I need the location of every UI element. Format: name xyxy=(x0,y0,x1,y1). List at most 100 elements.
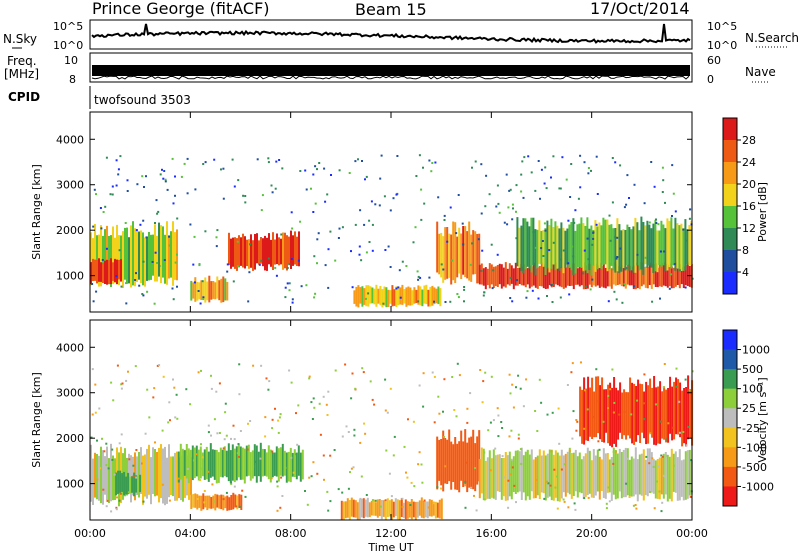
y-tick-label: 1000 xyxy=(56,478,84,491)
speckle-point xyxy=(458,374,461,377)
speckle-point xyxy=(678,269,681,272)
speckle-point xyxy=(482,380,485,383)
speckle-point xyxy=(418,451,421,454)
y-tick-label: 1000 xyxy=(56,270,84,283)
speckle-point xyxy=(361,160,363,162)
speckle-point xyxy=(590,169,592,172)
speckle-point xyxy=(222,447,225,450)
speckle-point xyxy=(574,209,577,212)
speckle-point xyxy=(237,443,240,445)
power-colorbar: 4 8 12 16 20 24 28 Power [dB] xyxy=(722,117,769,295)
speckle-point xyxy=(127,491,130,494)
speckle-point xyxy=(532,231,535,234)
speckle-point xyxy=(239,430,242,432)
speckle-point xyxy=(433,375,436,378)
speckle-point xyxy=(550,450,553,453)
speckle-point xyxy=(688,389,691,392)
speckle-point xyxy=(322,454,325,457)
speckle-point xyxy=(571,437,574,440)
speckle-point xyxy=(432,502,435,505)
speckle-point xyxy=(422,372,425,375)
speckle-point xyxy=(497,414,500,417)
speckle-point xyxy=(288,289,291,292)
colorbar-tick-label: 8 xyxy=(742,244,749,257)
speckle-point xyxy=(517,433,520,436)
data-region xyxy=(436,429,481,493)
speckle-point xyxy=(396,155,399,157)
colorbar-segment xyxy=(723,118,737,141)
speckle-point xyxy=(474,160,477,163)
speckle-point xyxy=(512,406,515,409)
y-tick-label: 2000 xyxy=(56,224,84,237)
speckle-point xyxy=(579,186,582,189)
speckle-point xyxy=(92,300,95,303)
speckle-point xyxy=(543,222,546,225)
speckle-point xyxy=(329,454,332,457)
speckle-point xyxy=(101,259,104,261)
speckle-point xyxy=(135,449,138,451)
speckle-point xyxy=(643,373,646,376)
speckle-point xyxy=(310,401,313,404)
speckle-point xyxy=(276,485,279,488)
speckle-point xyxy=(392,454,395,457)
speckle-point xyxy=(671,164,674,167)
speckle-point xyxy=(163,170,166,172)
speckle-point xyxy=(552,283,555,286)
speckle-point xyxy=(200,443,202,446)
speckle-point xyxy=(434,161,437,164)
speckle-point xyxy=(118,499,121,502)
data-region xyxy=(478,447,693,502)
speckle-point xyxy=(271,450,274,453)
cpid-value: twofsound 3503 xyxy=(94,93,191,107)
speckle-point xyxy=(648,462,651,465)
freq-label-line2: [MHz] xyxy=(4,67,39,81)
noise-trace xyxy=(91,23,691,44)
speckle-point xyxy=(567,219,570,222)
colorbar-tick-label: -25 xyxy=(742,422,760,435)
speckle-point xyxy=(177,477,180,480)
speckle-point xyxy=(264,435,267,438)
speckle-point xyxy=(625,203,628,206)
speckle-point xyxy=(207,424,210,427)
speckle-point xyxy=(198,264,201,267)
speckle-point xyxy=(280,233,283,236)
speckle-point xyxy=(91,368,94,371)
speckle-point xyxy=(455,415,458,418)
speckle-point xyxy=(497,435,500,438)
speckle-point xyxy=(186,157,189,160)
speckle-point xyxy=(612,411,615,414)
x-tick-label: 00:00 xyxy=(74,527,106,540)
speckle-point xyxy=(166,188,169,191)
speckle-point xyxy=(442,410,444,413)
speckle-point xyxy=(142,219,145,222)
speckle-point xyxy=(483,498,486,501)
speckle-point xyxy=(520,190,523,193)
speckle-point xyxy=(550,284,553,287)
speckle-point xyxy=(684,378,687,381)
speckle-point xyxy=(508,373,511,376)
speckle-point xyxy=(276,509,279,512)
speckle-point xyxy=(379,505,382,508)
speckle-point xyxy=(364,432,367,435)
speckle-point xyxy=(324,200,327,203)
speckle-point xyxy=(218,432,221,434)
speckle-point xyxy=(197,290,200,292)
speckle-point xyxy=(659,297,661,300)
speckle-point xyxy=(487,429,490,432)
speckle-point xyxy=(480,212,483,215)
speckle-point xyxy=(299,170,302,172)
speckle-point xyxy=(591,243,594,246)
speckle-point xyxy=(231,158,234,161)
speckle-point xyxy=(207,431,210,434)
speckle-point xyxy=(106,499,109,502)
speckle-point xyxy=(260,209,263,212)
speckle-point xyxy=(364,178,366,181)
speckle-point xyxy=(652,465,655,468)
speckle-point xyxy=(143,186,145,188)
speckle-point xyxy=(480,163,483,166)
speckle-point xyxy=(316,472,319,475)
speckle-point xyxy=(213,418,216,421)
speckle-point xyxy=(482,294,485,297)
speckle-point xyxy=(611,201,614,204)
speckle-point xyxy=(632,504,635,507)
